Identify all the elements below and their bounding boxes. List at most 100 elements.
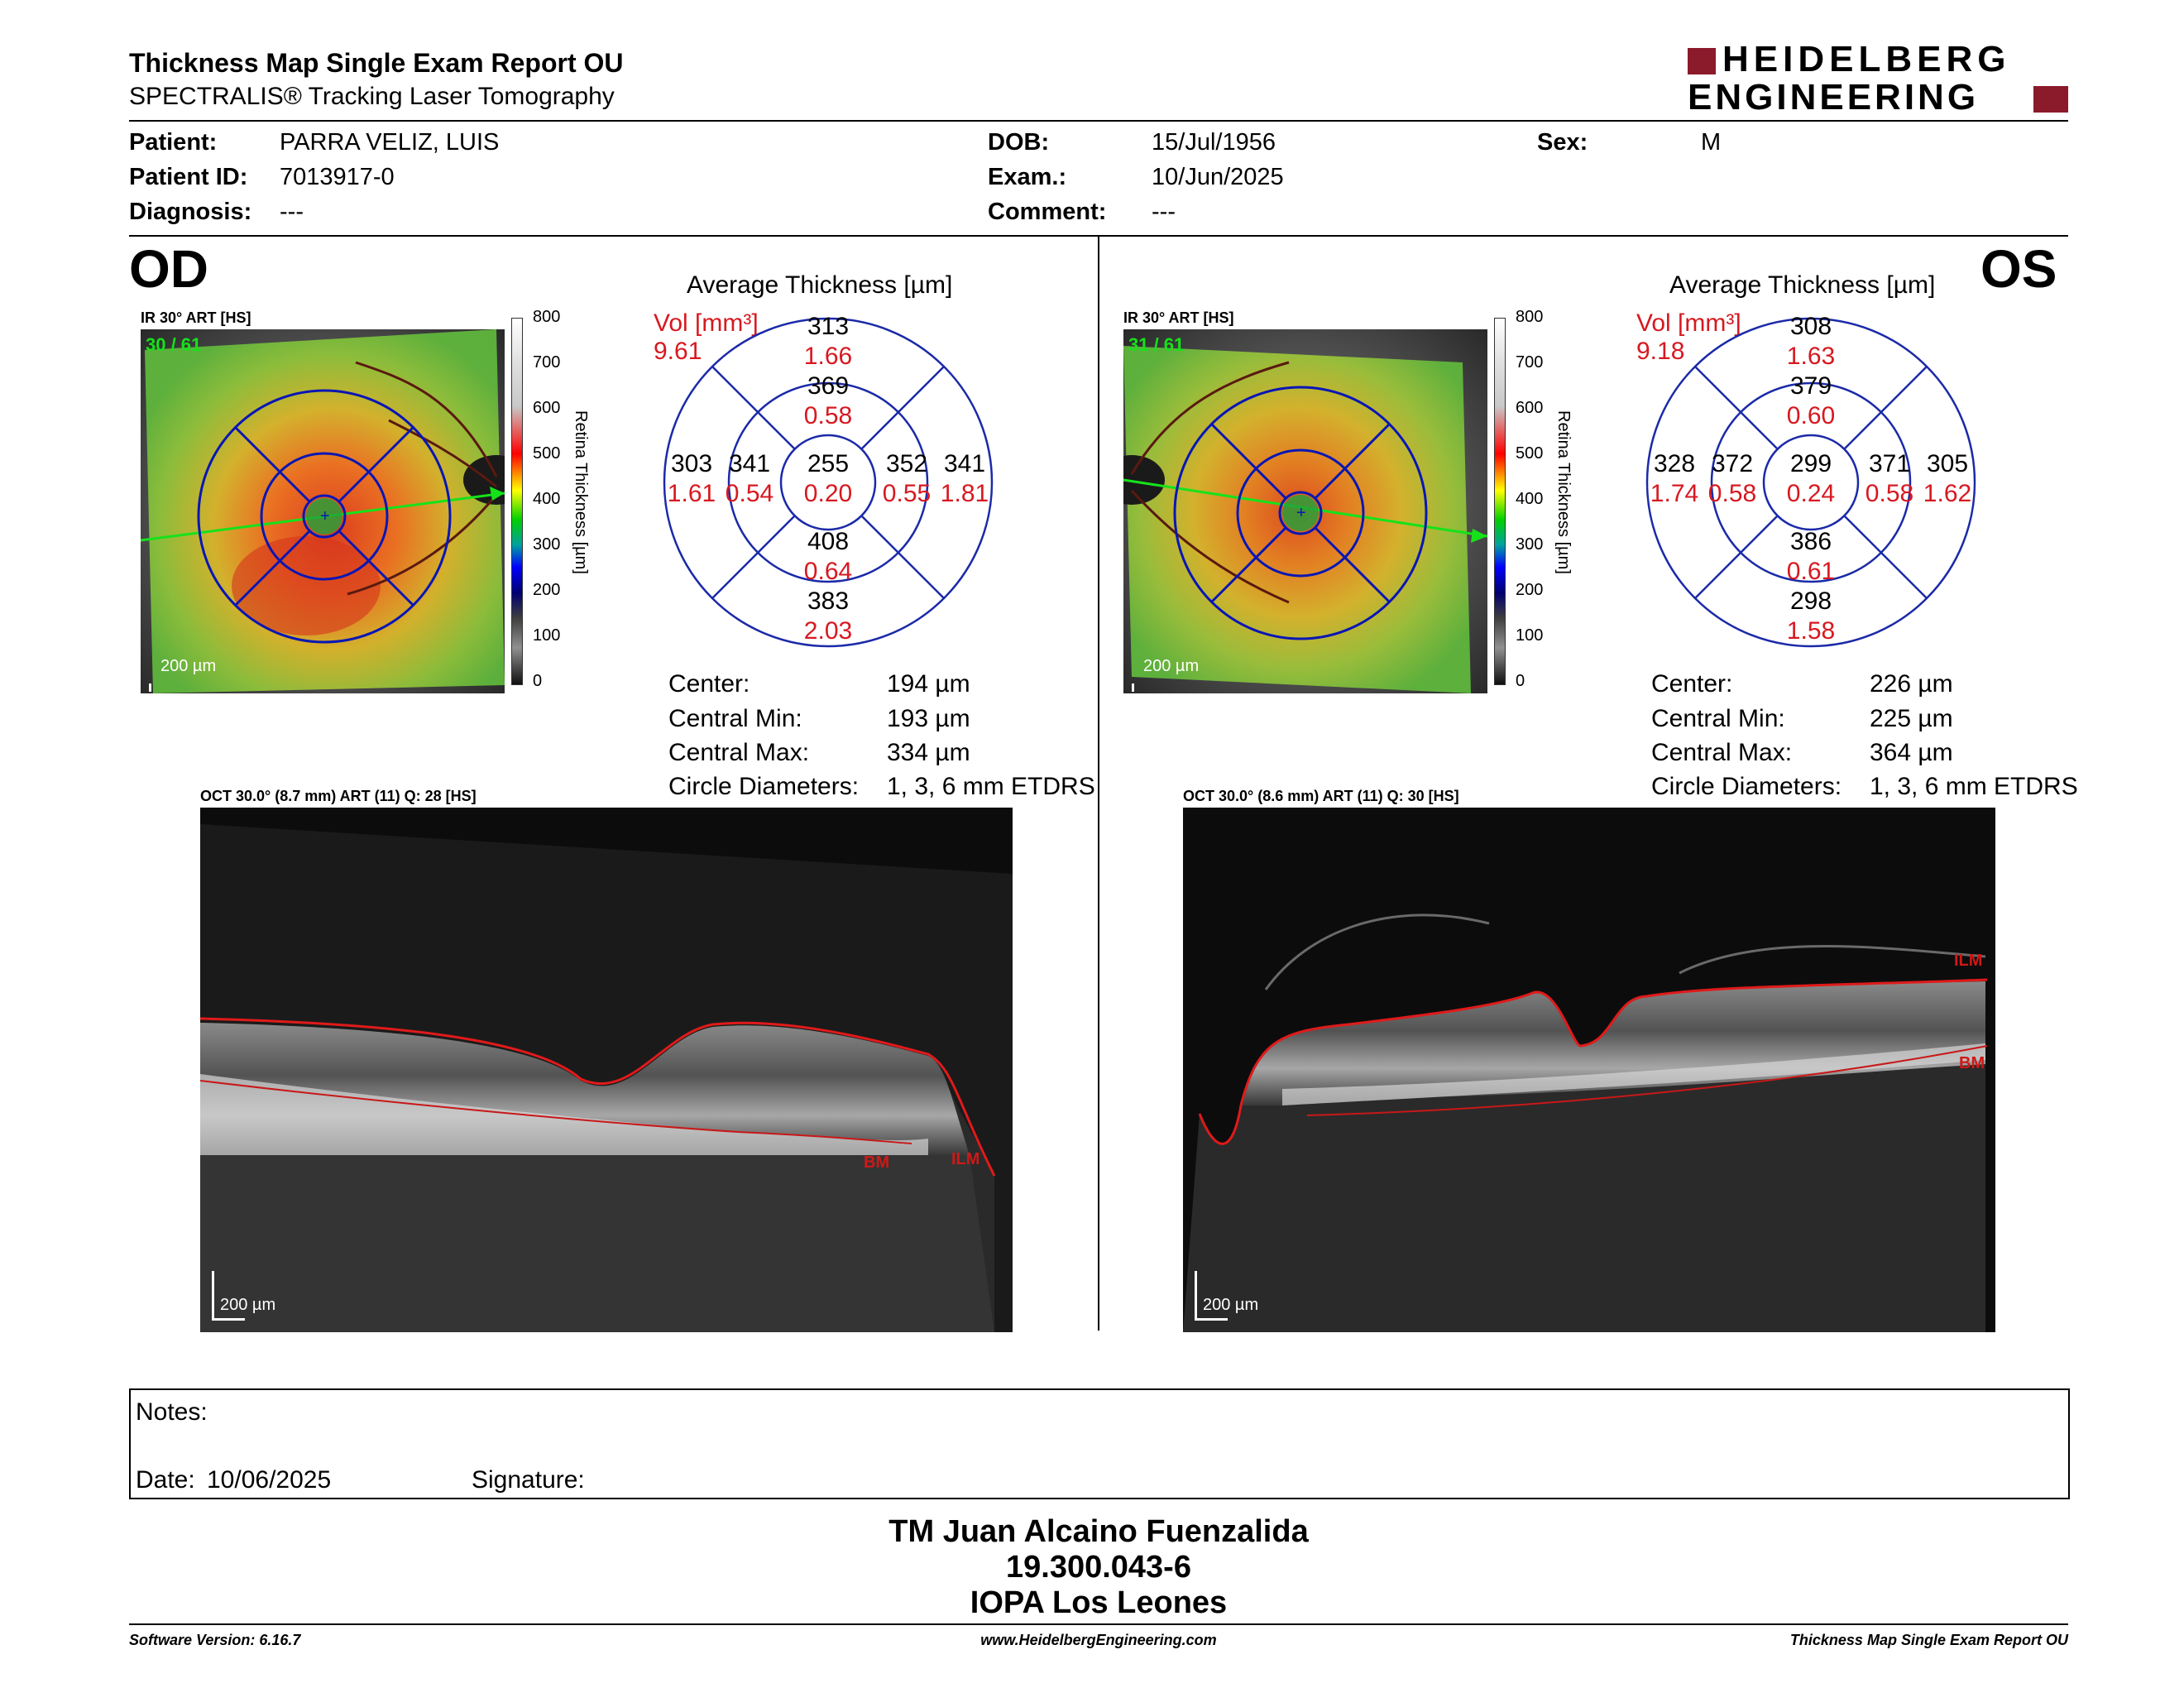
signatory-id: 19.300.043-6	[1006, 1550, 1191, 1585]
os-vol-total: 9.18	[1636, 338, 1685, 365]
os-avg-title: Average Thickness [µm]	[1669, 271, 1936, 299]
od-center-vol: 0.20	[803, 480, 853, 507]
od-inner-right-vol: 0.55	[882, 480, 932, 507]
footer-url[interactable]: www.HeidelbergEngineering.com	[980, 1632, 1217, 1648]
os-thickness-scale	[1494, 318, 1506, 685]
os-inner-bottom-vol: 0.61	[1786, 558, 1836, 585]
os-scale-title: Retina Thickness [µm]	[1554, 410, 1573, 574]
od-avg-title: Average Thickness [µm]	[687, 271, 953, 299]
od-eye-label: OD	[129, 239, 208, 299]
os-scale-tick: 100	[1516, 626, 1544, 645]
eye-divider	[1098, 237, 1099, 1331]
os-scale-tick: 600	[1516, 399, 1544, 417]
os-center-value: 226 µm	[1870, 670, 1953, 698]
signatory-block: TM Juan Alcaino Fuenzalida 19.300.043-6 …	[0, 1514, 2184, 1621]
os-center-label: Center:	[1651, 670, 1733, 698]
od-vol-label: Vol [mm³]	[654, 309, 759, 337]
heidelberg-logo: HEIDELBERG ENGINEERING	[1688, 39, 2068, 117]
od-inner-top: 369	[807, 372, 850, 400]
os-central-min-value: 225 µm	[1870, 705, 1953, 732]
os-oct-caption: OCT 30.0° (8.6 mm) ART (11) Q: 30 [HS]	[1183, 788, 1459, 804]
od-scale-tick: 200	[533, 581, 561, 599]
od-ir-scalebar: 200 µm	[160, 657, 217, 675]
od-circle-diameters-label: Circle Diameters:	[668, 773, 860, 800]
os-inner-right: 371	[1868, 450, 1911, 477]
od-center-label: Center:	[668, 670, 750, 698]
dob-label: DOB:	[988, 129, 1050, 156]
od-scale-title: Retina Thickness [µm]	[572, 410, 590, 574]
svg-text:+: +	[1296, 504, 1306, 522]
od-outer-bottom-vol: 2.03	[803, 617, 853, 645]
os-scale-tick: 200	[1516, 581, 1544, 599]
od-scale-tick: 0	[533, 672, 543, 690]
os-outer-left-vol: 1.74	[1650, 480, 1699, 507]
exam-label: Exam.:	[988, 164, 1067, 190]
od-scale-tick: 300	[533, 535, 561, 554]
os-outer-bottom-vol: 1.58	[1786, 617, 1836, 645]
od-inner-bottom: 408	[807, 528, 850, 555]
patient-id: 7013917-0	[280, 164, 395, 190]
od-outer-left-vol: 1.61	[667, 480, 716, 507]
od-inner-left: 341	[728, 450, 771, 477]
od-inner-bottom-vol: 0.64	[803, 558, 853, 585]
logo-text-top: HEIDELBERG	[1722, 39, 2011, 79]
os-center: 299	[1789, 450, 1832, 477]
od-central-min-label: Central Min:	[668, 705, 802, 732]
os-scale-tick: 500	[1516, 444, 1544, 463]
report-subtitle: SPECTRALIS® Tracking Laser Tomography	[129, 83, 615, 110]
os-etdrs-grid	[1645, 317, 1976, 648]
od-central-max-value: 334 µm	[887, 739, 970, 766]
os-fundus-thickness-map: +	[1123, 329, 1487, 693]
od-oct-scalebar: 200 µm	[220, 1296, 276, 1314]
od-inner-right: 352	[885, 450, 928, 477]
os-ir-caption: IR 30° ART [HS]	[1123, 309, 1234, 326]
os-outer-left: 328	[1653, 450, 1696, 477]
notes-box[interactable]	[129, 1388, 2070, 1499]
header-divider	[129, 120, 2068, 122]
dob-value: 15/Jul/1956	[1152, 129, 1276, 156]
patient-id-label: Patient ID:	[129, 164, 248, 190]
date-value: 10/06/2025	[207, 1466, 332, 1494]
os-inner-bottom: 386	[1789, 528, 1832, 555]
od-outer-top-vol: 1.66	[803, 343, 853, 370]
os-bm-label: BM	[1959, 1054, 1985, 1072]
od-outer-right-vol: 1.81	[940, 480, 989, 507]
od-scale-tick: 800	[533, 308, 561, 326]
os-vol-label: Vol [mm³]	[1636, 309, 1741, 337]
od-vol-total: 9.61	[654, 338, 702, 365]
software-version: Software Version: 6.16.7	[129, 1632, 301, 1648]
os-inner-left: 372	[1711, 450, 1754, 477]
od-inner-top-vol: 0.58	[803, 402, 853, 429]
os-ilm-label: ILM	[1954, 952, 1983, 970]
logo-text-bottom: ENGINEERING	[1688, 77, 1980, 117]
patient-name: PARRA VELIZ, LUIS	[280, 129, 500, 156]
od-ir-caption: IR 30° ART [HS]	[141, 309, 251, 326]
od-center-value: 194 µm	[887, 670, 970, 698]
os-outer-right-vol: 1.62	[1923, 480, 1972, 507]
os-scale-tick: 0	[1516, 672, 1525, 690]
comment-label: Comment:	[988, 199, 1107, 225]
od-center: 255	[807, 450, 850, 477]
od-fundus-thickness-map: +	[141, 329, 505, 693]
os-scale-tick: 400	[1516, 490, 1544, 508]
signature-label: Signature:	[472, 1466, 585, 1494]
od-oct-caption: OCT 30.0° (8.7 mm) ART (11) Q: 28 [HS]	[200, 788, 477, 804]
signatory-name: TM Juan Alcaino Fuenzalida	[888, 1514, 1309, 1549]
signatory-org: IOPA Los Leones	[970, 1585, 1228, 1620]
od-inner-left-vol: 0.54	[725, 480, 774, 507]
os-ir-scalebar: 200 µm	[1143, 657, 1200, 675]
os-inner-top: 379	[1789, 372, 1832, 400]
diagnosis-label: Diagnosis:	[129, 199, 252, 225]
od-central-max-label: Central Max:	[668, 739, 810, 766]
od-outer-bottom: 383	[807, 587, 850, 615]
os-central-max-value: 364 µm	[1870, 739, 1953, 766]
od-circle-diameters-value: 1, 3, 6 mm ETDRS	[887, 773, 1095, 800]
os-ir-quality: 31 / 61	[1128, 334, 1185, 355]
os-circle-diameters-label: Circle Diameters:	[1651, 773, 1842, 800]
os-central-min-label: Central Min:	[1651, 705, 1785, 732]
os-circle-diameters-value: 1, 3, 6 mm ETDRS	[1870, 773, 2078, 800]
od-scale-tick: 700	[533, 353, 561, 372]
os-outer-bottom: 298	[1789, 587, 1832, 615]
od-ilm-label: ILM	[951, 1150, 980, 1168]
svg-text:+: +	[320, 507, 330, 525]
